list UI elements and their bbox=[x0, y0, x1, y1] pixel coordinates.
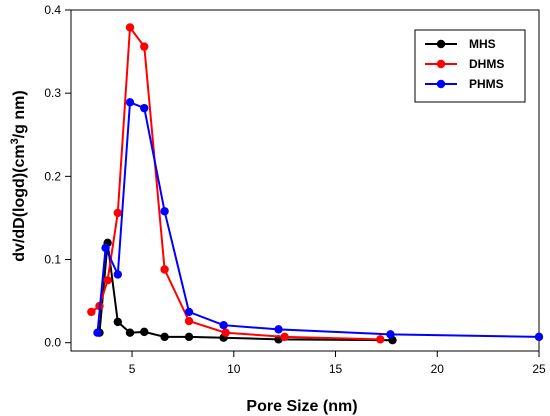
data-point bbox=[125, 98, 135, 107]
legend-box bbox=[414, 29, 526, 103]
legend-marker bbox=[436, 39, 446, 49]
data-point bbox=[125, 23, 135, 32]
data-point bbox=[101, 243, 110, 253]
data-point bbox=[140, 327, 149, 337]
series-line bbox=[96, 100, 540, 338]
y-axis-title-superscript: 3 bbox=[9, 138, 21, 144]
data-point bbox=[160, 207, 169, 216]
data-point bbox=[274, 325, 283, 334]
data-point bbox=[140, 42, 149, 51]
x-tick-label: 5 bbox=[129, 362, 136, 376]
x-tick-label: 15 bbox=[329, 362, 343, 376]
data-point bbox=[140, 103, 149, 113]
plot-area bbox=[70, 9, 540, 352]
x-axis-title: Pore Size (nm) bbox=[246, 398, 357, 415]
data-point bbox=[93, 328, 102, 337]
y-tick-label: 0.4 bbox=[44, 3, 61, 17]
y-tick-label: 0.0 bbox=[44, 336, 61, 350]
y-tick-label: 0.3 bbox=[44, 86, 61, 100]
data-point bbox=[280, 332, 289, 342]
x-tick-label: 10 bbox=[227, 362, 241, 376]
legend-label: DHMS bbox=[469, 57, 504, 71]
data-point bbox=[184, 307, 194, 317]
y-tick-label: 0.2 bbox=[44, 169, 61, 183]
data-point bbox=[219, 321, 228, 330]
plot-border bbox=[70, 9, 540, 352]
legend-item-dhms: DHMS bbox=[425, 57, 504, 71]
legend-label: PHMS bbox=[469, 77, 504, 91]
data-point bbox=[221, 328, 230, 337]
x-axis: 5 10 15 20 25 bbox=[129, 351, 546, 376]
data-point bbox=[534, 332, 544, 342]
series-dhms bbox=[87, 23, 385, 344]
data-point bbox=[125, 328, 135, 337]
x-tick-label: 20 bbox=[431, 362, 445, 376]
series-layer bbox=[87, 23, 544, 345]
data-point bbox=[87, 307, 96, 317]
y-axis-title: dv/dD(logd)(cm3/g nm) bbox=[9, 90, 28, 261]
legend-label: MHS bbox=[469, 37, 496, 51]
legend: MHS DHMS PHMS bbox=[414, 29, 526, 103]
data-point bbox=[113, 208, 123, 218]
data-point bbox=[160, 265, 169, 274]
data-point bbox=[184, 316, 194, 326]
legend-item-phms: PHMS bbox=[425, 77, 504, 91]
legend-marker bbox=[436, 59, 446, 69]
y-axis-title-tail: /g nm) bbox=[11, 90, 28, 138]
legend-marker bbox=[436, 79, 446, 89]
x-tick-label: 25 bbox=[532, 362, 546, 376]
series-phms bbox=[93, 98, 544, 342]
data-point bbox=[113, 317, 123, 327]
data-point bbox=[184, 332, 194, 342]
y-axis: 0.0 0.1 0.2 0.3 0.4 bbox=[44, 3, 71, 350]
series-line bbox=[98, 242, 393, 342]
data-point bbox=[103, 276, 112, 285]
data-point bbox=[386, 330, 395, 339]
y-axis-title-main: dv/dD(logd)(cm bbox=[11, 144, 28, 261]
y-tick-label: 0.1 bbox=[44, 253, 61, 267]
series-line bbox=[90, 24, 381, 341]
data-point bbox=[376, 335, 385, 344]
data-point bbox=[160, 332, 169, 342]
legend-item-mhs: MHS bbox=[425, 37, 496, 51]
series-mhs bbox=[95, 238, 397, 345]
data-point bbox=[113, 270, 123, 279]
